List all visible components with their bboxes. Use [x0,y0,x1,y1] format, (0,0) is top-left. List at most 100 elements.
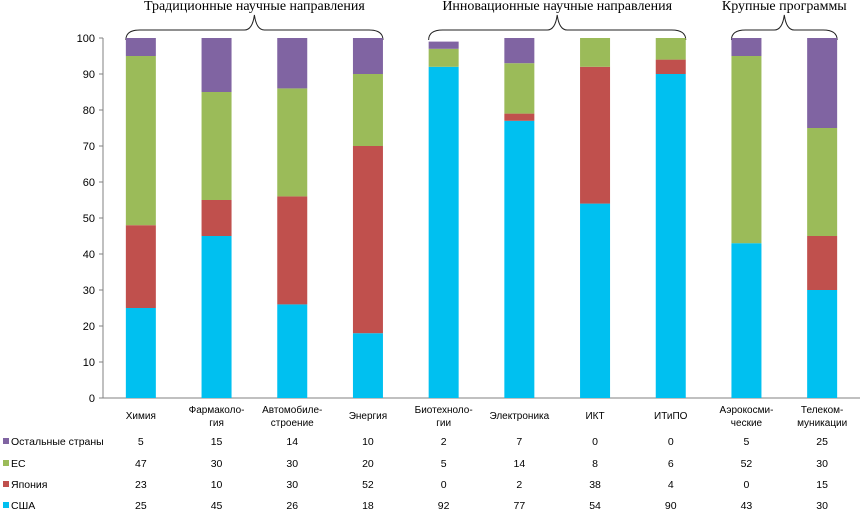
bar-segment [807,236,838,290]
bar-segment [277,38,308,89]
table-cell: 52 [362,479,374,491]
bar-segment [428,66,459,399]
bar-segment [201,200,232,236]
table-cell: 18 [362,500,374,512]
table-cell: 52 [741,458,753,470]
category-label: Аэрокосми- [719,405,773,416]
bar-segment [504,120,535,399]
category-label: Электроника [489,411,549,422]
table-cell: 0 [744,479,750,491]
table-cell: 23 [135,479,147,491]
bar-segment [352,74,383,146]
table-cell: 30 [286,458,298,470]
category-label: Энергия [349,411,387,422]
y-tick-label: 80 [83,105,95,117]
legend-swatch [3,481,9,487]
category-label: гии [436,418,451,429]
table-cell: 14 [286,436,298,448]
bars [125,38,838,399]
bar-segment [655,59,686,74]
category-label: гия [209,418,224,429]
legend-label: Япония [11,479,47,491]
bar-segment [428,41,459,49]
table-cell: 54 [589,500,601,512]
bar-segment [731,56,762,244]
table-cell: 43 [741,500,753,512]
table-cell: 15 [816,479,828,491]
category-label: Телеком- [801,405,843,416]
table-cell: 5 [441,458,447,470]
y-tick-label: 90 [83,69,95,81]
legend-swatch [3,460,9,466]
table-cell: 30 [816,500,828,512]
table-cell: 47 [135,458,147,470]
legend-label: Остальные страны [11,436,104,448]
table-cell: 14 [514,458,526,470]
bar-segment [201,92,232,200]
category-label: Биотехноло- [415,405,473,416]
legend-swatch [3,438,9,444]
table-cell: 26 [286,500,298,512]
table-cell: 10 [211,479,223,491]
table-cell: 10 [362,436,374,448]
bar-segment [125,225,156,308]
legend-swatch [3,502,9,508]
table-cell: 77 [514,500,526,512]
bar-segment [125,38,156,56]
category-label: Фармаколо- [189,405,245,416]
category-labels: Химия Фармаколо-гия Автомобиле-строение Эне… [126,404,847,429]
table-cell: 15 [211,436,223,448]
table-cell: 5 [744,436,750,448]
bar-segment [277,88,308,197]
y-tick-label: 30 [83,285,95,297]
bar-segment [731,243,762,398]
group-title: Крупные программы [722,0,847,14]
bar-segment [352,38,383,74]
y-tick-label: 20 [83,321,95,333]
bar-segment [428,48,459,67]
y-tick-label: 50 [83,213,95,225]
table-cell: 90 [665,500,677,512]
category-label: ческие [731,418,763,429]
table-cell: 6 [668,458,674,470]
y-tick-label: 100 [77,33,95,45]
y-tick-label: 0 [89,393,95,405]
category-label: Автомобиле- [262,404,322,416]
table-cell: 25 [135,500,147,512]
bar-segment [580,38,611,67]
category-label: ИТиПО [654,411,688,422]
bar-segment [277,196,308,305]
bar-segment [352,333,383,398]
table-cell: 30 [816,458,828,470]
table-cell: 8 [592,458,598,470]
table-cell: 2 [441,436,447,448]
bar-segment [807,38,838,128]
bar-segment [655,38,686,60]
group-bracket [428,14,687,41]
bar-segment [504,38,535,64]
table-cell: 30 [286,479,298,491]
table-cell: 92 [438,500,450,512]
table-cell: 38 [589,479,601,491]
bar-segment [277,304,308,398]
category-label: строение [271,418,314,429]
bar-segment [580,66,611,204]
group-title: Инновационные научные направления [442,0,672,14]
bar-segment [504,113,535,121]
table-cell: 2 [516,479,522,491]
table-cell: 0 [441,479,447,491]
bar-segment [352,146,383,334]
bar-segment [731,38,762,56]
group-bracket [125,14,384,41]
legend-label: ЕС [11,458,26,470]
bar-segment [655,74,686,398]
category-label: Химия [126,411,156,422]
y-tick-label: 70 [83,141,95,153]
bar-segment [201,38,232,92]
table-cell: 5 [138,436,144,448]
y-tick-label: 40 [83,249,95,261]
bar-segment [125,56,156,226]
table-cell: 45 [211,500,223,512]
bar-segment [201,236,232,398]
